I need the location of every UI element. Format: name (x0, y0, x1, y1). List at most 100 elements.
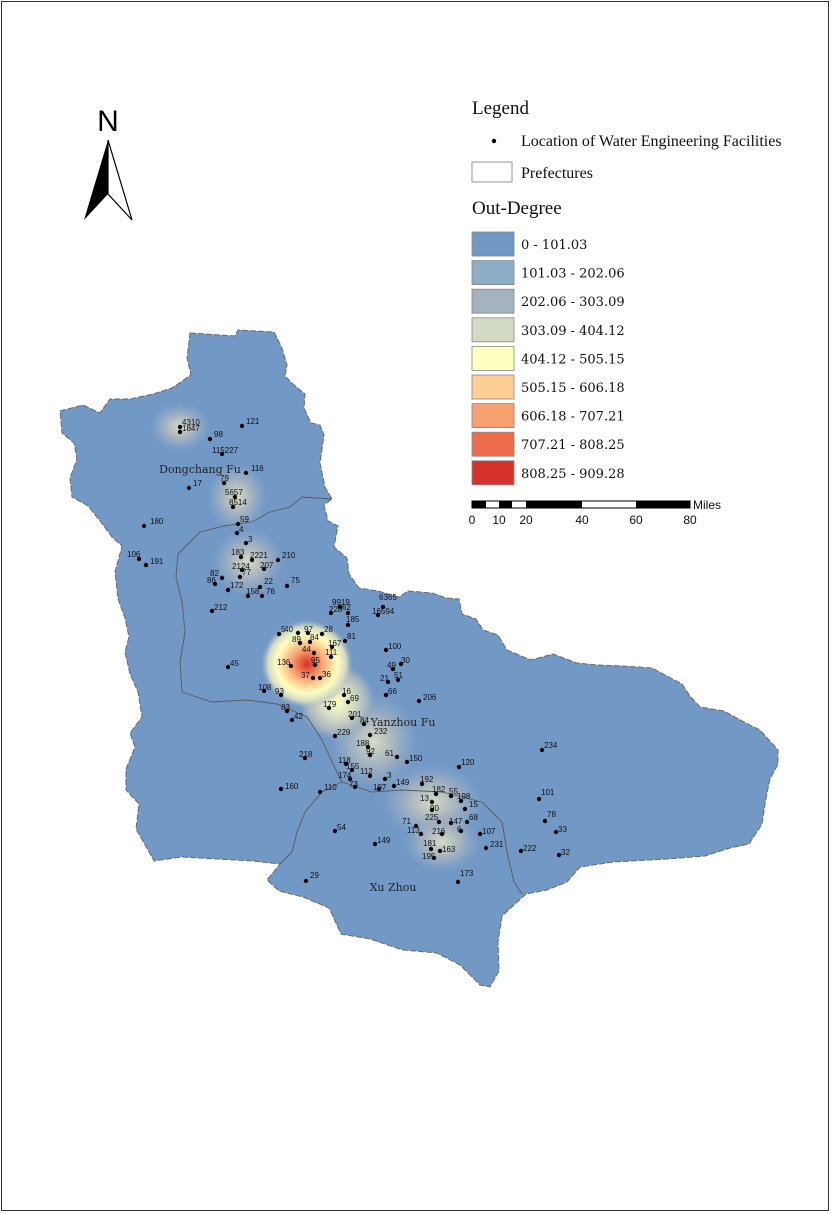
legend-class-label-1: 0 - 101.03 (521, 238, 587, 253)
north-letter: N (97, 105, 119, 138)
legend-swatch-1 (471, 231, 515, 257)
facility-label: 163 (442, 845, 456, 854)
prefecture-label: Xu Zhou (370, 881, 417, 894)
facility-point (209, 608, 215, 614)
facility-point (239, 423, 245, 429)
legend-class-label-9: 808.25 - 909.28 (521, 467, 625, 482)
facility-point (398, 661, 404, 667)
facility-point (437, 848, 443, 854)
facility-label: 120 (461, 758, 475, 767)
facility-point (429, 799, 435, 805)
facility-point (477, 831, 483, 837)
facility-label: 231 (490, 840, 504, 849)
facility-point (367, 773, 373, 779)
facility-label: 172 (230, 581, 244, 590)
legend-swatch-3 (471, 288, 515, 314)
facility-label: 36 (322, 670, 331, 679)
facility-point-icon (491, 138, 497, 144)
facility-point (221, 480, 227, 486)
facility-point (237, 574, 243, 580)
legend-swatch-4 (471, 317, 515, 343)
prefecture-label: Dongchang Fu (159, 463, 241, 476)
facility-point (464, 819, 470, 825)
facility-point (390, 666, 396, 672)
facility-label: 75 (291, 576, 300, 585)
facility-point (289, 717, 295, 723)
facility-label: 3 (248, 535, 253, 544)
facility-label: 81 (347, 632, 356, 641)
facility-point (186, 485, 192, 491)
facility-label: 101 (541, 788, 555, 797)
facility-point (429, 807, 435, 813)
legend-class-label-4: 303.09 - 404.12 (521, 324, 625, 339)
facility-point (284, 708, 290, 714)
facility-label: 16 (342, 687, 351, 696)
facility-label: 17 (193, 479, 202, 488)
facility-label: 212 (214, 603, 228, 612)
facility-point (518, 848, 524, 854)
facility-point (539, 747, 545, 753)
facility-point (230, 504, 236, 510)
facility-label: 30 (401, 656, 410, 665)
facility-label: 44 (302, 645, 311, 654)
facility-point (177, 424, 183, 430)
facility-label: 62 (342, 603, 351, 612)
facility-point (456, 764, 462, 770)
legend-swatch-7 (471, 403, 515, 429)
facility-point (219, 451, 225, 457)
legend-point-label: Location of Water Engineering Facilities (521, 133, 782, 150)
facility-label: 180 (150, 517, 164, 526)
facility-point (305, 630, 311, 636)
facility-label: 55 (449, 787, 458, 796)
facility-label: 33 (558, 825, 567, 834)
facility-label: 3 (387, 771, 392, 780)
facility-label: 195 (422, 852, 436, 861)
facility-label: 5657 (225, 488, 243, 497)
scale-tick-label: 20 (519, 513, 533, 527)
facility-label: 6365 (379, 593, 397, 602)
facility-point (395, 677, 401, 683)
facility-label: 112 (360, 767, 373, 776)
facility-label: 59 (240, 515, 249, 524)
facility-point (382, 776, 388, 782)
legend-title: Legend (472, 98, 529, 119)
facility-label: 155 (346, 762, 360, 771)
facility-point (416, 698, 422, 704)
facility-point (319, 631, 325, 637)
facility-point (383, 692, 389, 698)
facility-point (433, 791, 439, 797)
facility-label: 2221 (250, 551, 268, 560)
facility-label: 160 (285, 782, 299, 791)
facility-label: 182 (432, 785, 446, 794)
facility-label: 29 (310, 871, 319, 880)
scale-bar: Miles 0 10 20 40 60 80 (469, 498, 721, 527)
facility-point (458, 798, 464, 804)
facility-point (225, 587, 231, 593)
facility-label: 136 (277, 658, 291, 667)
facility-point (542, 818, 548, 824)
facility-label: 191 (150, 557, 164, 566)
facility-label: 84 (310, 633, 319, 642)
legend-swatch-8 (471, 431, 515, 457)
facility-label: 61 (385, 749, 394, 758)
facility-label: 100 (388, 642, 402, 651)
facility-label: 218 (299, 750, 313, 759)
facility-point (245, 593, 251, 599)
facility-label: 113 (407, 826, 420, 835)
facility-label: 28 (324, 625, 333, 634)
facility-label: 77 (242, 568, 251, 577)
facility-label: 42 (294, 712, 303, 721)
facility-label: 79 (220, 474, 229, 483)
facility-label: 188 (356, 739, 370, 748)
facility-label: 228 (329, 605, 343, 614)
facility-point (332, 733, 338, 739)
scale-tick-label: 0 (469, 513, 476, 527)
facility-point (219, 575, 225, 581)
legend-class-label-8: 707.21 - 808.25 (521, 438, 625, 453)
facility-point (328, 610, 334, 616)
facility-point (352, 784, 358, 790)
facility-label: 167 (328, 639, 342, 648)
facility-label: 2124 (232, 562, 250, 571)
facility-label: 149 (396, 778, 410, 787)
